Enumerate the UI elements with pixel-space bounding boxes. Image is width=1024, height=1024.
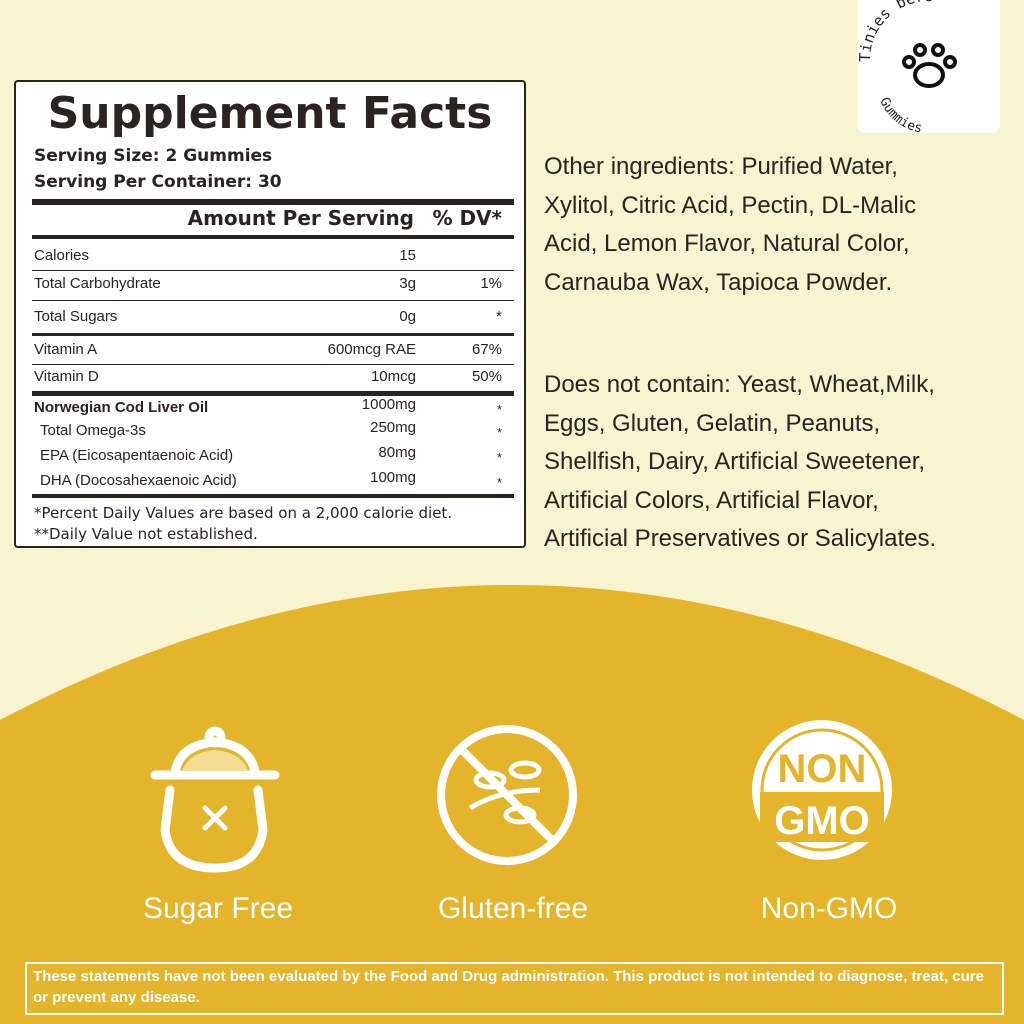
rule [32,391,514,396]
rule [32,235,514,239]
text-line: Artificial Preservatives or Salicylates. [544,525,937,552]
row-amount: 600mcg RAE [327,341,416,358]
rule [32,364,514,365]
facts-title: Supplement Facts [47,88,493,139]
dv-header: % DV* [432,206,502,230]
paw-icon [902,43,957,88]
rule [32,300,514,301]
item-amount: 100mg [370,469,416,486]
text-line: Shellfish, Dairy, Artificial Sweetener, [544,448,926,475]
group-dv: * [496,402,502,417]
item-dv: * [496,425,502,440]
text-line: Does not contain: Yeast, Wheat,Milk, [544,371,935,398]
row-name: Calories [34,247,90,264]
gmo-ring [760,728,884,852]
item-name: Total Omega-3s [40,422,146,439]
row-amount: 15 [399,247,416,264]
text-line: Other ingredients: Purified Water, [544,153,898,180]
row-name: Vitamin A [34,341,98,358]
disclaimer: These statements have not been evaluated… [25,962,1004,1015]
other-ingredients: Other ingredients: Purified Water, Xylito… [544,148,1014,302]
rule [32,270,514,271]
logo-box [857,0,1000,133]
item-amount: 80mg [378,444,416,461]
badge-label: Non-GMO [760,892,898,925]
group-name: Norwegian Cod Liver Oil [34,399,209,416]
gmo-band [760,792,884,842]
serving-size: Serving Size: 2 Gummies [34,146,273,166]
sugar-free-icon [150,726,280,873]
item-name: EPA (Eicosapentaenoic Acid) [40,447,234,464]
amount-header: Amount Per Serving [187,206,414,230]
row-dv: 67% [471,341,502,358]
item-dv: * [496,475,502,490]
row-dv: 1% [480,275,502,292]
row-dv: 50% [471,368,502,385]
sugar-lid [182,750,248,770]
badge-label: Gluten-free [437,892,589,925]
servings: Serving Per Container: 30 [34,172,282,192]
does-not-contain: Does not contain: Yeast, Wheat,Milk, Eggs… [544,366,1014,559]
text-line: Artificial Colors, Artificial Flavor, [544,486,879,514]
group-amount: 1000mg [361,396,416,413]
row-name: Vitamin D [34,368,99,385]
gmo-bottom-text: GMO [774,799,870,843]
row-amount: 3g [399,275,416,292]
row-dv: * [496,308,502,325]
item-name: DHA (Docosahexaenoic Acid) [40,472,237,489]
text-line: Acid, Lemon Flavor, Natural Color, [544,230,910,257]
gluten-free-icon [437,725,577,865]
text-line: Eggs, Gluten, Gelatin, Peanuts, [544,409,881,437]
footnote: **Daily Value not established. [34,525,258,543]
rule [32,494,514,498]
rule [32,333,514,336]
item-dv: * [496,450,502,465]
row-name: Total Carbohydrate [34,275,161,292]
row-name: Total Sugars [34,308,118,325]
item-amount: 250mg [370,419,416,436]
row-amount: 10mcg [370,368,416,385]
gmo-top-text: NON [778,747,867,791]
text-line: Carnauba Wax, Tapioca Powder. [544,268,893,296]
supplement-facts: Supplement Facts Serving Size: 2 Gummies… [14,80,526,548]
badge-label: Sugar Free [142,892,294,925]
rule [32,199,514,205]
row-amount: 0g [399,308,416,325]
footnote: *Percent Daily Values are based on a 2,0… [34,504,453,522]
text-line: Xylitol, Citric Acid, Pectin, DL-Malic [544,191,917,219]
